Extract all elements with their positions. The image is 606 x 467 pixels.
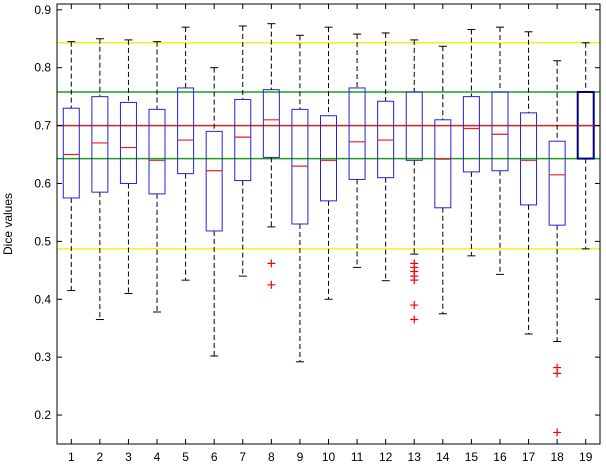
y-tick-label: 0.4 — [34, 292, 51, 306]
box-iqr — [91, 96, 109, 193]
box-iqr — [462, 96, 480, 173]
outlier-marker — [410, 315, 419, 324]
outlier-marker — [410, 276, 419, 285]
box-group-3 — [119, 39, 137, 294]
axes: 0.20.30.40.50.60.70.80.91 2 3 4 5 6 7 8 9 10 11 12 1… — [34, 3, 601, 464]
y-tick-label: 0.8 — [34, 61, 51, 75]
box-group-2 — [91, 38, 109, 321]
x-tick-label: 18 — [550, 450, 564, 464]
x-tick-label: 15 — [465, 450, 479, 464]
x-tick-label: 14 — [436, 450, 450, 464]
box-group-1 — [62, 41, 80, 292]
box-group-12 — [377, 32, 395, 282]
box-group-5 — [177, 26, 195, 281]
box-group-14 — [434, 45, 452, 315]
box-group-10 — [320, 26, 337, 300]
box-group-17 — [520, 31, 538, 335]
box-group-4 — [148, 41, 166, 313]
box-iqr — [548, 140, 566, 226]
x-tick-label: 10 — [322, 450, 336, 464]
box-iqr — [234, 99, 252, 182]
box-iqr — [177, 87, 195, 175]
x-tick-label: 4 — [154, 450, 161, 464]
outlier-marker — [553, 428, 562, 437]
x-tick-label: 13 — [408, 450, 422, 464]
boxes — [62, 23, 595, 437]
x-tick-label: 5 — [182, 450, 189, 464]
box-iqr — [148, 108, 166, 195]
box-iqr — [348, 87, 366, 180]
y-tick-label: 0.6 — [34, 176, 51, 190]
x-tick-label: 11 — [351, 450, 364, 464]
box-iqr — [262, 89, 280, 158]
y-tick-label: 0.5 — [34, 234, 51, 248]
box-iqr — [205, 130, 223, 232]
box-iqr — [491, 91, 509, 172]
y-tick-label: 0.9 — [34, 3, 51, 17]
box-group-18 — [548, 60, 566, 437]
box-iqr — [434, 119, 452, 209]
box-group-15 — [462, 28, 480, 257]
outlier-marker — [410, 301, 419, 310]
x-tick-label: 19 — [579, 450, 593, 464]
x-tick-label: 9 — [297, 450, 304, 464]
box-group-19 — [576, 42, 595, 250]
x-tick-label: 6 — [211, 450, 218, 464]
box-group-9 — [291, 34, 309, 363]
x-tick-label: 3 — [125, 450, 132, 464]
box-group-16 — [491, 26, 509, 275]
box-iqr — [62, 107, 80, 199]
box-group-13 — [405, 39, 423, 324]
outlier-marker — [267, 259, 276, 268]
box-group-7 — [234, 25, 252, 277]
box-group-6 — [205, 67, 223, 357]
outlier-marker — [553, 369, 562, 378]
x-tick-label: 8 — [268, 450, 275, 464]
x-tick-label: 7 — [239, 450, 246, 464]
box-iqr — [119, 101, 137, 184]
x-tick-label: 16 — [493, 450, 507, 464]
y-tick-label: 0.2 — [34, 408, 51, 422]
y-tick-label: 0.7 — [34, 119, 51, 133]
x-tick-label: 2 — [97, 450, 104, 464]
outlier-marker — [267, 280, 276, 289]
x-tick-label: 1 — [68, 450, 75, 464]
box-group-11 — [348, 33, 366, 268]
y-tick-label: 0.3 — [34, 350, 51, 364]
x-tick-label: 12 — [379, 450, 393, 464]
box-iqr — [520, 112, 538, 206]
x-tick-label: 17 — [522, 450, 536, 464]
y-axis-label: Dice values — [1, 193, 15, 255]
box-group-8 — [262, 23, 280, 289]
box-iqr — [320, 115, 337, 202]
